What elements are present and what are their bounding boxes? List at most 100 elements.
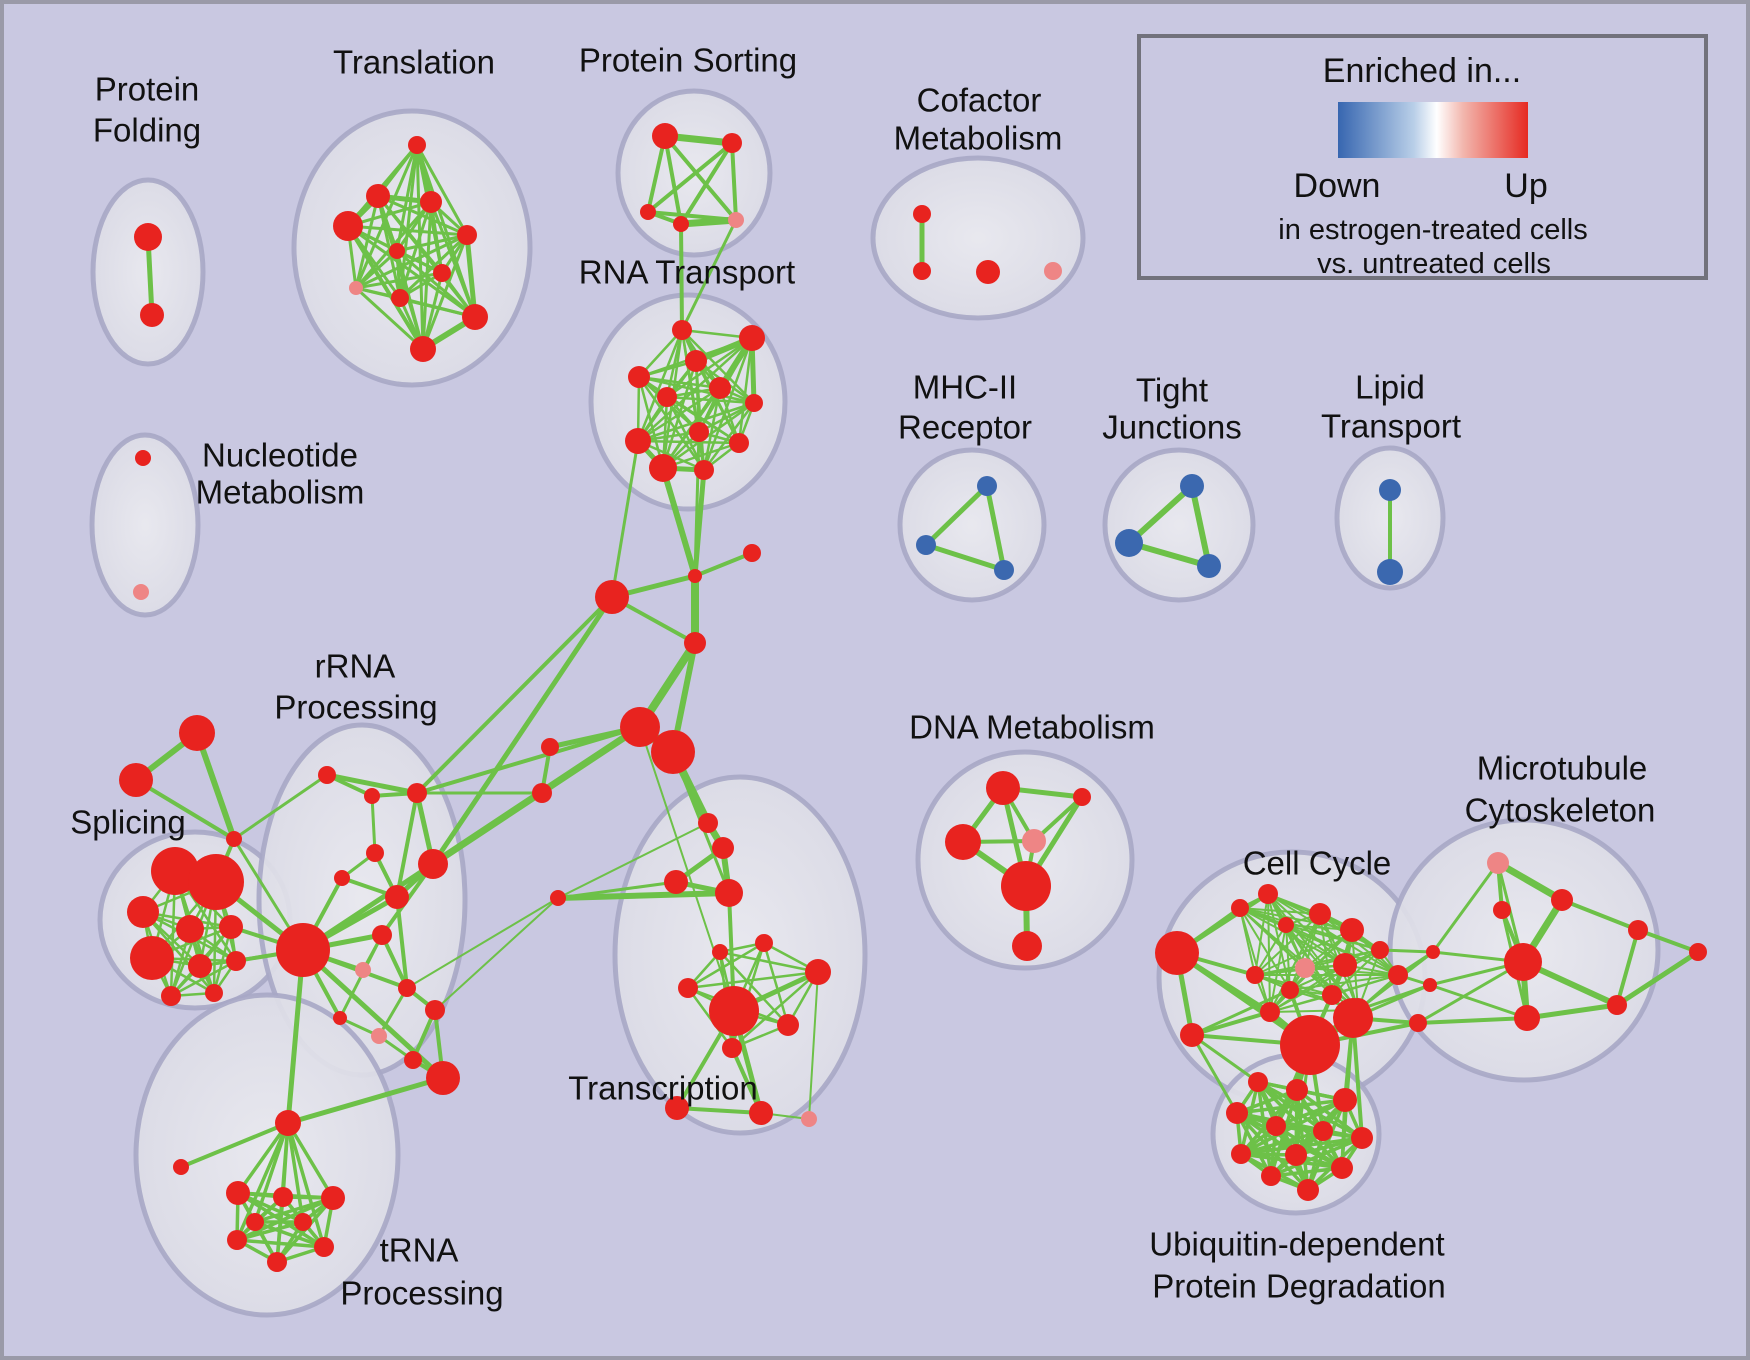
- node-r12[interactable]: [398, 979, 416, 997]
- node-r4[interactable]: [366, 844, 384, 862]
- node-cc15[interactable]: [1333, 998, 1373, 1038]
- node-cc9[interactable]: [1246, 966, 1264, 984]
- node-rt8[interactable]: [689, 422, 709, 442]
- node-r7[interactable]: [418, 849, 448, 879]
- node-mt1[interactable]: [1551, 889, 1573, 911]
- node-nm1[interactable]: [135, 450, 151, 466]
- node-rt2[interactable]: [739, 325, 765, 351]
- node-tc11[interactable]: [722, 1038, 742, 1058]
- node-tj2[interactable]: [1115, 529, 1143, 557]
- node-tl[interactable]: [173, 1159, 189, 1175]
- node-mt2[interactable]: [1493, 901, 1511, 919]
- node-g1[interactable]: [541, 738, 559, 756]
- node-r6[interactable]: [385, 885, 409, 909]
- node-cc2[interactable]: [1258, 884, 1278, 904]
- node-x3[interactable]: [226, 831, 242, 847]
- node-x1[interactable]: [179, 715, 215, 751]
- node-mtp[interactable]: [1487, 852, 1509, 874]
- node-u2[interactable]: [1286, 1079, 1308, 1101]
- node-tj3[interactable]: [1197, 554, 1221, 578]
- node-ps1[interactable]: [652, 123, 678, 149]
- node-t5[interactable]: [457, 225, 477, 245]
- node-ccs[interactable]: [1180, 1023, 1204, 1047]
- node-t9[interactable]: [391, 289, 409, 307]
- node-mtb[interactable]: [1504, 943, 1542, 981]
- node-t1[interactable]: [408, 136, 426, 154]
- node-s8[interactable]: [226, 951, 246, 971]
- node-rt1[interactable]: [672, 320, 692, 340]
- node-s2[interactable]: [188, 854, 244, 910]
- node-mh1[interactable]: [977, 476, 997, 496]
- node-cc0[interactable]: [1155, 931, 1199, 975]
- node-u4[interactable]: [1226, 1102, 1248, 1124]
- node-rt12[interactable]: [694, 460, 714, 480]
- node-dm4[interactable]: [1022, 829, 1046, 853]
- node-rt5[interactable]: [657, 387, 677, 407]
- node-rt10[interactable]: [729, 433, 749, 453]
- node-n5[interactable]: [267, 1252, 287, 1272]
- node-cc5[interactable]: [1340, 918, 1364, 942]
- node-cc16[interactable]: [1388, 965, 1408, 985]
- node-tc5[interactable]: [712, 944, 728, 960]
- node-j2[interactable]: [595, 580, 629, 614]
- node-mt6[interactable]: [1689, 943, 1707, 961]
- node-tc2[interactable]: [712, 837, 734, 859]
- node-rt7[interactable]: [745, 394, 763, 412]
- node-t7[interactable]: [433, 264, 451, 282]
- node-r14[interactable]: [333, 1011, 347, 1025]
- node-tn0[interactable]: [550, 890, 566, 906]
- node-u10[interactable]: [1331, 1157, 1353, 1179]
- node-tc14[interactable]: [801, 1111, 817, 1127]
- node-g2[interactable]: [532, 783, 552, 803]
- node-h1[interactable]: [620, 707, 660, 747]
- node-r9[interactable]: [372, 925, 392, 945]
- node-cx2[interactable]: [1423, 978, 1437, 992]
- node-cm3[interactable]: [976, 260, 1000, 284]
- node-s10[interactable]: [205, 984, 223, 1002]
- node-t2[interactable]: [366, 184, 390, 208]
- node-tc6[interactable]: [755, 934, 773, 952]
- node-cc3[interactable]: [1278, 917, 1294, 933]
- node-mh2[interactable]: [916, 535, 936, 555]
- node-r5[interactable]: [334, 870, 350, 886]
- node-x2[interactable]: [119, 763, 153, 797]
- node-t11[interactable]: [410, 336, 436, 362]
- node-mt3[interactable]: [1514, 1005, 1540, 1031]
- node-dm5[interactable]: [1001, 861, 1051, 911]
- node-mh3[interactable]: [994, 560, 1014, 580]
- node-tc8[interactable]: [678, 978, 698, 998]
- node-j4[interactable]: [684, 632, 706, 654]
- node-tc4[interactable]: [715, 879, 743, 907]
- node-r3[interactable]: [407, 783, 427, 803]
- node-n4[interactable]: [227, 1230, 247, 1250]
- node-cc11[interactable]: [1322, 985, 1342, 1005]
- node-u3[interactable]: [1333, 1088, 1357, 1112]
- node-u5[interactable]: [1266, 1116, 1286, 1136]
- node-t6[interactable]: [389, 243, 405, 259]
- node-cc10[interactable]: [1281, 981, 1299, 999]
- node-cc13[interactable]: [1260, 1002, 1280, 1022]
- node-n3[interactable]: [321, 1186, 345, 1210]
- node-rt4[interactable]: [628, 366, 650, 388]
- node-tj1[interactable]: [1180, 474, 1204, 498]
- node-th[interactable]: [275, 1110, 301, 1136]
- node-u12[interactable]: [1297, 1179, 1319, 1201]
- node-ps4[interactable]: [673, 216, 689, 232]
- node-r2[interactable]: [364, 788, 380, 804]
- node-tc7[interactable]: [805, 959, 831, 985]
- node-ps5[interactable]: [728, 212, 744, 228]
- node-ps3[interactable]: [640, 204, 656, 220]
- node-u6[interactable]: [1313, 1121, 1333, 1141]
- node-r10[interactable]: [426, 1061, 460, 1095]
- node-s3[interactable]: [127, 896, 159, 928]
- node-cc6[interactable]: [1295, 958, 1315, 978]
- node-rt6[interactable]: [709, 377, 731, 399]
- node-r11[interactable]: [371, 1028, 387, 1044]
- node-t3[interactable]: [420, 191, 442, 213]
- node-dm6[interactable]: [1012, 931, 1042, 961]
- node-n2[interactable]: [273, 1187, 293, 1207]
- node-s4[interactable]: [176, 915, 204, 943]
- node-tc3[interactable]: [664, 870, 688, 894]
- node-tc13[interactable]: [749, 1101, 773, 1125]
- node-rt3[interactable]: [685, 350, 707, 372]
